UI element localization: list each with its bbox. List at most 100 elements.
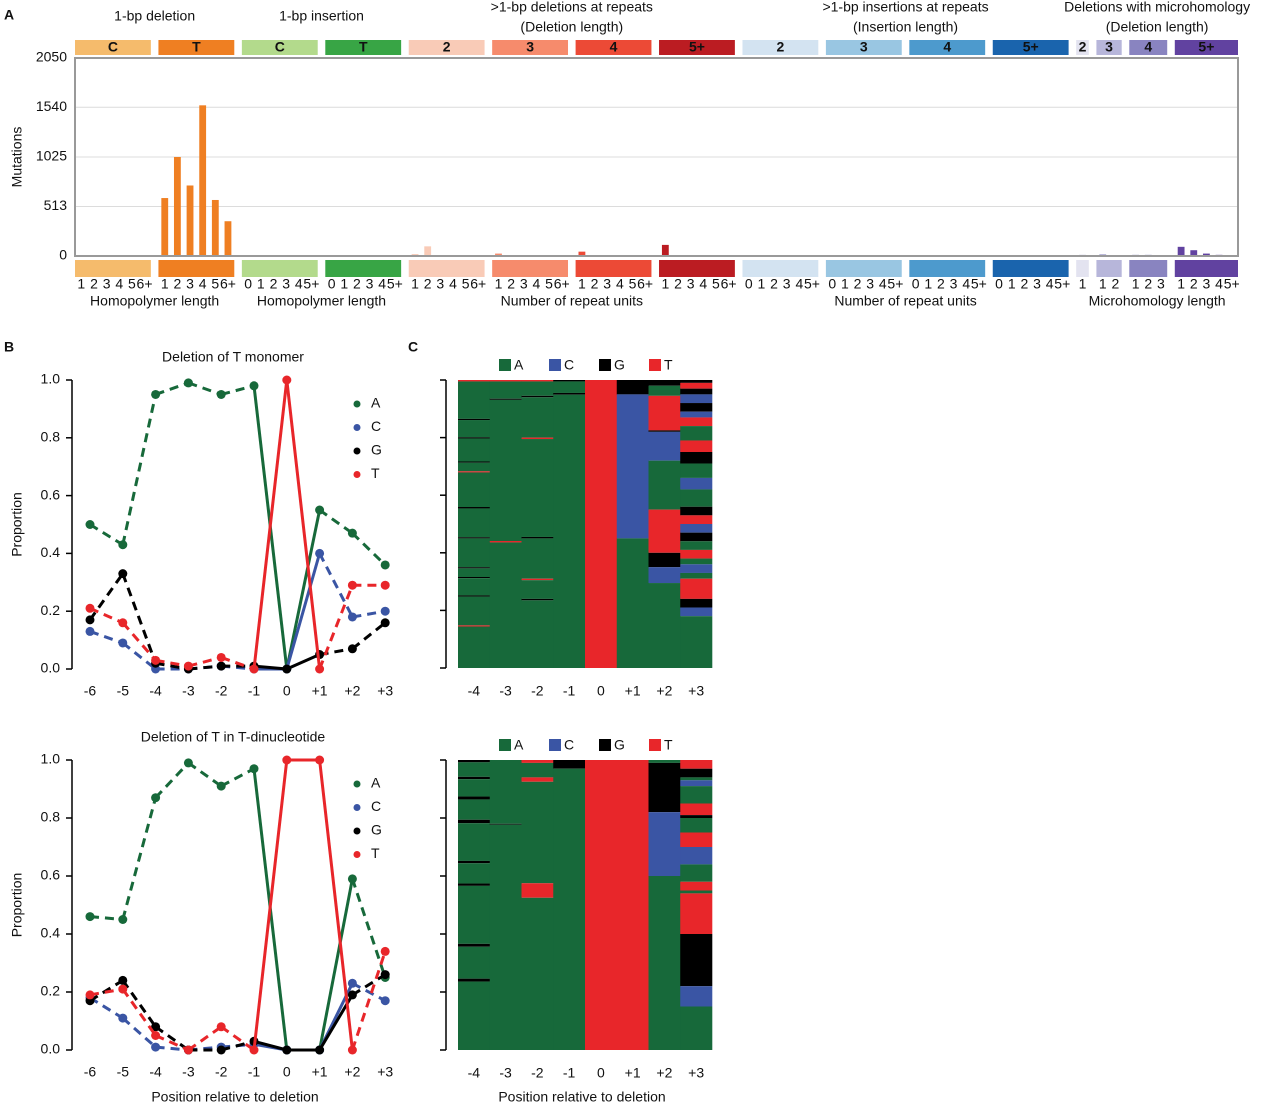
- x-tick-label: 6+: [554, 276, 570, 292]
- y-tick-label: 0.2: [41, 983, 61, 999]
- line-segment: [318, 759, 354, 1051]
- segment: [616, 760, 649, 1050]
- line-segment: [154, 1034, 190, 1052]
- category-label: 5+: [689, 39, 705, 55]
- segment: [680, 777, 713, 781]
- group-axis-label: Homopolymer length: [90, 293, 219, 309]
- group-title: >1-bp deletions at repeats: [491, 0, 653, 15]
- group-title: (Insertion length): [853, 19, 958, 35]
- point: [249, 764, 259, 774]
- segment: [680, 934, 713, 987]
- segment: [458, 438, 491, 462]
- line-segment: [89, 915, 123, 921]
- segment: [521, 437, 554, 440]
- segment: [521, 536, 554, 539]
- segment: [458, 863, 491, 884]
- segment: [616, 394, 649, 539]
- category-strip: [492, 40, 569, 55]
- category-strip: [1129, 40, 1168, 55]
- y-tick-label: 0.0: [41, 1041, 61, 1057]
- legend-swatch: [599, 359, 611, 371]
- segment: [680, 815, 713, 818]
- x-tick-label: -5: [117, 683, 130, 699]
- x-tick-label: 4: [533, 276, 541, 292]
- point: [151, 389, 161, 399]
- point: [347, 580, 357, 590]
- category-strip: [325, 40, 402, 55]
- x-tick-label: +1: [625, 683, 641, 699]
- segment: [458, 799, 491, 820]
- legend-label: A: [514, 737, 524, 753]
- y-tick-label: 1.0: [41, 751, 61, 767]
- segment: [680, 558, 713, 565]
- y-tick-label: 0.4: [41, 544, 61, 560]
- x-tick-label: 0: [745, 276, 753, 292]
- y-tick-label: 513: [44, 197, 68, 213]
- segment: [458, 978, 491, 982]
- segment: [458, 626, 491, 668]
- x-tick-label: +3: [377, 683, 393, 699]
- segment: [616, 380, 649, 395]
- category-strip: [992, 260, 1069, 277]
- y-tick-label: 1540: [36, 98, 67, 114]
- point: [118, 975, 128, 985]
- segment: [458, 381, 491, 419]
- segment: [521, 762, 554, 778]
- point: [347, 990, 357, 1000]
- legend-swatch: [549, 359, 561, 371]
- point: [282, 375, 292, 385]
- legend-label: C: [564, 737, 574, 753]
- x-tick-label: -1: [248, 1064, 261, 1080]
- x-tick-label: 4: [378, 276, 386, 292]
- x-tick-label: 1: [257, 276, 265, 292]
- legend-swatch: [499, 359, 511, 371]
- line-segment: [286, 653, 321, 671]
- category-label: 5+: [1198, 39, 1214, 55]
- segment: [680, 452, 713, 464]
- category-strip: [1076, 260, 1089, 277]
- x-tick-label: 0: [283, 683, 291, 699]
- y-tick-label: 0.6: [41, 867, 61, 883]
- category-label: 3: [1105, 39, 1113, 55]
- bar: [1177, 246, 1185, 256]
- x-tick-label: 0: [828, 276, 836, 292]
- category-strip: [241, 40, 318, 55]
- x-tick-label: 1: [1132, 276, 1140, 292]
- line-segment: [121, 1016, 157, 1049]
- line-segment: [285, 552, 322, 670]
- segment: [521, 883, 554, 898]
- x-tick-label: 2: [854, 276, 862, 292]
- x-tick-label: +1: [625, 1065, 641, 1081]
- x-tick-label: 1: [924, 276, 932, 292]
- y-tick-label: 1025: [36, 148, 67, 164]
- segment: [680, 426, 713, 441]
- bar: [1190, 250, 1198, 256]
- segment: [521, 897, 554, 1050]
- segment: [458, 472, 491, 508]
- legend-swatch: [649, 359, 661, 371]
- category-label: 2: [443, 39, 451, 55]
- category-strip: [992, 40, 1069, 55]
- category-label: 3: [860, 39, 868, 55]
- line-segment: [352, 609, 386, 619]
- line-segment: [220, 767, 255, 788]
- segment: [458, 537, 491, 539]
- segment: [458, 760, 491, 763]
- y-tick-label: 0.6: [41, 486, 61, 502]
- segment: [680, 832, 713, 847]
- legend-label: A: [371, 775, 381, 791]
- bar: [424, 246, 432, 256]
- x-tick-label: 3: [436, 276, 444, 292]
- line-segment: [121, 621, 157, 662]
- point: [216, 781, 226, 791]
- legend-marker: [353, 447, 361, 455]
- group-axis-label: Microhomology length: [1089, 293, 1226, 309]
- y-tick-label: 0.0: [41, 660, 61, 676]
- point: [216, 661, 226, 671]
- segment: [458, 471, 491, 473]
- legend-label: T: [371, 465, 380, 481]
- point: [249, 664, 259, 674]
- point: [118, 569, 128, 579]
- x-tick-label: 0: [912, 276, 920, 292]
- segment: [680, 541, 713, 550]
